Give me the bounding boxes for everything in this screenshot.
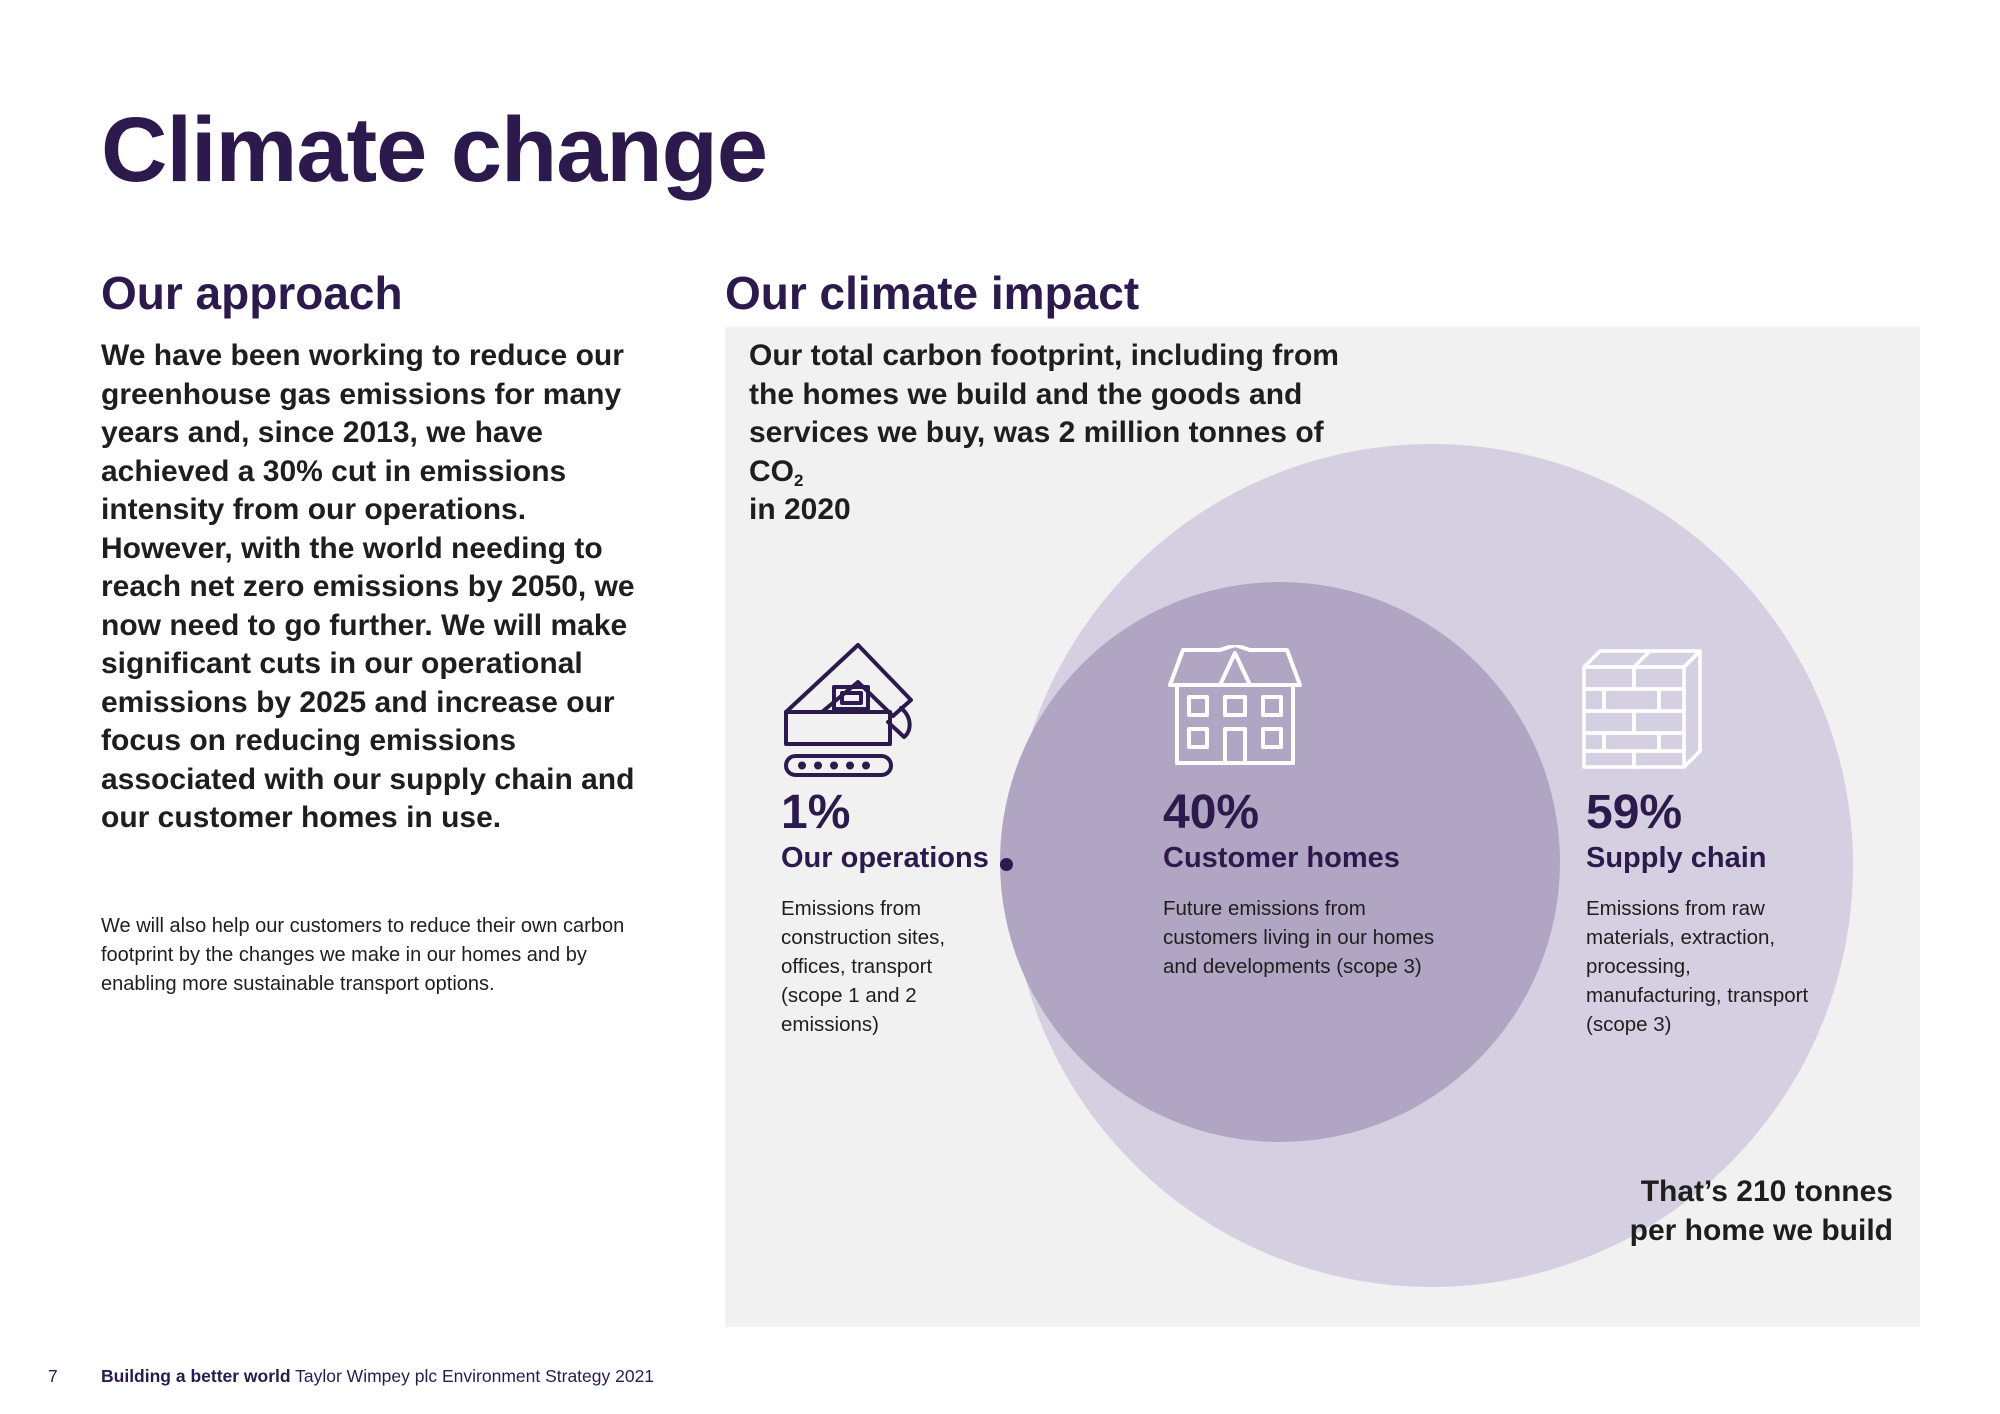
stat-customer-homes: 40% Customer homes Future emissions from… — [1163, 789, 1483, 981]
operations-pointer-dot — [1000, 858, 1013, 871]
bricks-icon — [1582, 649, 1702, 769]
page-footer: 7 Building a better world Taylor Wimpey p… — [48, 1366, 654, 1387]
supply-chain-description: Emissions from raw materials, extraction… — [1586, 896, 1809, 1036]
page-title: Climate change — [101, 99, 768, 201]
impact-intro-year: in 2020 — [749, 493, 851, 526]
operations-description: Emissions from construction sites, offic… — [781, 896, 946, 1036]
impact-intro-text: Our total carbon footprint, including fr… — [749, 339, 1339, 488]
per-home-statement: That’s 210 tonnes per home we build — [1629, 1175, 1893, 1247]
stat-operations: 1% Our operations Emissions from constru… — [781, 789, 1101, 1039]
stat-supply-chain: 59% Supply chain Emissions from raw mate… — [1586, 789, 1906, 1039]
approach-heading: Our approach — [101, 267, 403, 319]
co2-subscript: 2 — [794, 470, 804, 490]
operations-label: Our operations — [781, 842, 989, 874]
customer-homes-label: Customer homes — [1163, 842, 1400, 874]
house-icon — [1168, 645, 1302, 765]
excavator-house-icon — [784, 643, 913, 777]
impact-intro: Our total carbon footprint, including fr… — [749, 337, 1349, 530]
page-number: 7 — [48, 1366, 58, 1386]
publication-name: Building a better world — [101, 1366, 291, 1386]
customer-homes-circle — [1000, 582, 1560, 1142]
supply-chain-label: Supply chain — [1586, 842, 1767, 874]
approach-lead-paragraph: We have been working to reduce our green… — [101, 339, 635, 834]
document-name: Taylor Wimpey plc Environment Strategy 2… — [295, 1366, 655, 1386]
impact-heading: Our climate impact — [725, 267, 1140, 319]
customer-homes-description: Future emissions from customers living i… — [1163, 896, 1435, 978]
operations-percent: 1% — [781, 786, 851, 839]
customer-homes-percent: 40% — [1163, 786, 1260, 839]
supply-chain-percent: 59% — [1586, 786, 1683, 839]
approach-body-paragraph: We will also help our customers to reduc… — [101, 915, 625, 995]
climate-impact-panel: Our total carbon footprint, including fr… — [725, 327, 1920, 1327]
